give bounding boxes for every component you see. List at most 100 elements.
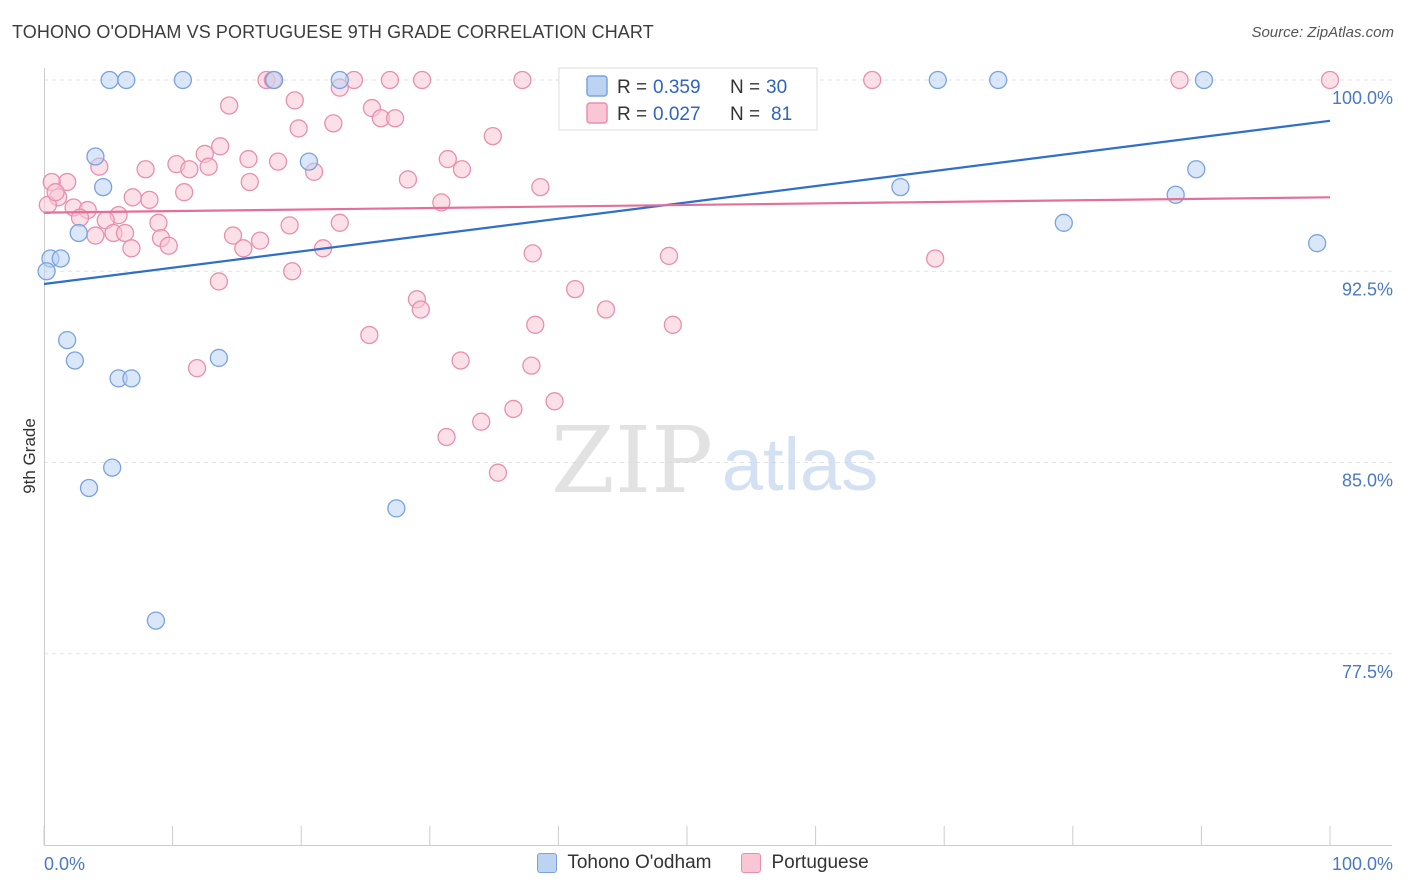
legend-label-tohono: Tohono O'odham bbox=[567, 852, 712, 873]
watermark-atlas: atlas bbox=[722, 423, 878, 506]
watermark: ZIP atlas bbox=[551, 407, 878, 514]
tohono-point-4 bbox=[330, 70, 349, 90]
portuguese-point-53 bbox=[250, 231, 270, 250]
portuguese-point-54 bbox=[159, 236, 178, 255]
tohono-point-21 bbox=[57, 330, 77, 350]
portuguese-point-37 bbox=[123, 188, 142, 207]
legend-n-value-pink: 81 bbox=[771, 104, 792, 125]
y-tick-label-3: 77.5% bbox=[1342, 662, 1393, 682]
portuguese-point-57 bbox=[234, 239, 253, 258]
tohono-point-2 bbox=[173, 70, 193, 90]
watermark-zip: ZIP bbox=[551, 407, 713, 514]
portuguese-point-77 bbox=[488, 463, 508, 482]
tohono-point-13 bbox=[1187, 160, 1206, 179]
portuguese-point-7 bbox=[863, 70, 882, 90]
tohono-point-16 bbox=[69, 223, 88, 243]
tohono-point-0 bbox=[100, 70, 119, 90]
portuguese-point-47 bbox=[280, 216, 299, 235]
portuguese-point-67 bbox=[526, 315, 545, 334]
portuguese-point-31 bbox=[398, 170, 418, 189]
y-tick-labels: 100.0% 92.5% 85.0% 77.5% bbox=[1332, 88, 1393, 682]
legend-label-portuguese: Portuguese bbox=[771, 852, 869, 873]
portuguese-point-17 bbox=[289, 119, 308, 138]
legend-swatch-tohono bbox=[537, 853, 558, 873]
portuguese-point-32 bbox=[240, 172, 259, 192]
portuguese-point-45 bbox=[149, 213, 168, 232]
portuguese-point-49 bbox=[115, 223, 135, 243]
tohono-point-27 bbox=[79, 478, 99, 498]
legend-r-value-blue: 0.359 bbox=[653, 77, 701, 98]
y-axis-label: 9th Grade bbox=[20, 418, 39, 494]
portuguese-point-12 bbox=[220, 96, 239, 115]
tohono-point-8 bbox=[1194, 70, 1214, 90]
legend-item-tohono: Tohono O'odham bbox=[537, 852, 711, 874]
portuguese-point-26 bbox=[452, 160, 472, 179]
tohono-point-1 bbox=[117, 70, 136, 90]
portuguese-point-68 bbox=[663, 315, 683, 334]
tohono-point-11 bbox=[94, 177, 113, 197]
tohono-point-22 bbox=[65, 351, 85, 370]
portuguese-point-65 bbox=[411, 300, 430, 319]
portuguese-point-74 bbox=[504, 399, 523, 419]
legend-item-portuguese: Portuguese bbox=[741, 852, 869, 874]
portuguese-point-46 bbox=[330, 213, 349, 232]
portuguese-point-15 bbox=[385, 109, 405, 128]
portuguese-point-19 bbox=[211, 137, 230, 156]
legend-swatch-portuguese bbox=[741, 853, 762, 873]
portuguese-point-50 bbox=[86, 226, 105, 245]
portuguese-point-61 bbox=[283, 262, 302, 281]
y-tick-label-2: 85.0% bbox=[1342, 471, 1393, 491]
portuguese-point-25 bbox=[199, 157, 218, 176]
portuguese-point-28 bbox=[136, 160, 155, 179]
portuguese-point-72 bbox=[187, 358, 207, 378]
portuguese-trend-line bbox=[43, 196, 1331, 214]
tohono-point-26 bbox=[103, 458, 122, 477]
tohono-point-23 bbox=[209, 348, 229, 368]
portuguese-point-71 bbox=[522, 356, 541, 375]
portuguese-point-75 bbox=[472, 412, 491, 431]
x-tick-label-min: 0.0% bbox=[44, 854, 85, 874]
tohono-point-9 bbox=[86, 147, 105, 166]
tohono-point-7 bbox=[989, 70, 1008, 90]
tohono-point-29 bbox=[146, 611, 166, 630]
portuguese-point-70 bbox=[451, 351, 470, 370]
legend-n-label-blue: N = bbox=[730, 77, 760, 98]
portuguese-point-18 bbox=[483, 126, 502, 146]
legend-r-label-pink: R = bbox=[617, 104, 647, 125]
tohono-points bbox=[37, 70, 1327, 630]
portuguese-point-38 bbox=[140, 190, 159, 210]
portuguese-point-34 bbox=[531, 177, 550, 197]
tohono-point-28 bbox=[387, 499, 406, 518]
tohono-trend-line bbox=[43, 119, 1331, 286]
portuguese-points bbox=[38, 70, 1340, 482]
legend-n-label-pink: N = bbox=[730, 104, 760, 125]
legend-r-value-pink: 0.027 bbox=[653, 104, 701, 125]
portuguese-point-76 bbox=[437, 427, 456, 447]
legend-swatch-blue bbox=[586, 75, 608, 97]
portuguese-point-62 bbox=[209, 272, 229, 291]
portuguese-point-60 bbox=[926, 249, 945, 268]
portuguese-point-73 bbox=[545, 392, 564, 411]
portuguese-point-51 bbox=[223, 226, 243, 245]
tohono-point-6 bbox=[928, 70, 947, 90]
portuguese-point-11 bbox=[285, 91, 304, 110]
tohono-point-3 bbox=[265, 70, 284, 90]
portuguese-point-29 bbox=[180, 160, 199, 179]
portuguese-point-55 bbox=[122, 239, 141, 258]
x-tick-label-max: 100.0% bbox=[1332, 854, 1393, 874]
tohono-point-12 bbox=[891, 177, 910, 197]
series-legend: Tohono O'odham Portuguese bbox=[0, 852, 1406, 874]
tohono-point-25 bbox=[122, 369, 141, 388]
portuguese-point-22 bbox=[438, 149, 457, 169]
y-tick-label-0: 100.0% bbox=[1332, 88, 1393, 108]
tohono-point-19 bbox=[51, 249, 70, 268]
portuguese-point-58 bbox=[523, 244, 542, 263]
portuguese-point-5 bbox=[513, 70, 532, 90]
portuguese-point-9 bbox=[1320, 70, 1340, 90]
portuguese-point-23 bbox=[268, 152, 288, 171]
tohono-point-17 bbox=[1307, 234, 1327, 253]
portuguese-point-35 bbox=[175, 183, 194, 202]
y-tick-label-1: 92.5% bbox=[1342, 279, 1393, 299]
tohono-point-10 bbox=[299, 152, 319, 171]
portuguese-point-21 bbox=[239, 149, 258, 169]
